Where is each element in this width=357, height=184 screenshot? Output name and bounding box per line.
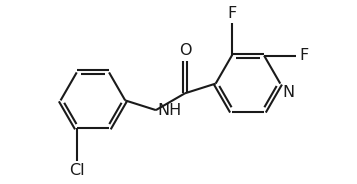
Text: F: F <box>227 6 236 21</box>
Text: N: N <box>282 85 294 100</box>
Text: NH: NH <box>157 103 181 118</box>
Text: O: O <box>179 43 191 58</box>
Text: Cl: Cl <box>69 163 85 178</box>
Text: F: F <box>299 48 308 63</box>
